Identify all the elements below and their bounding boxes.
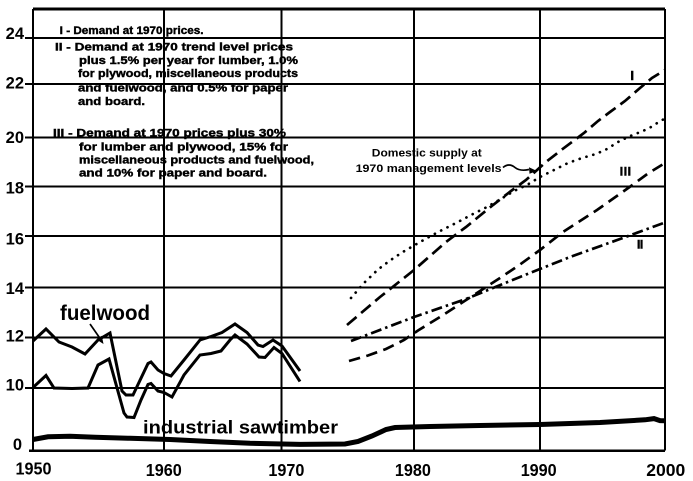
svg-text:and fuelwood, and 0.5% for pap: and fuelwood, and 0.5% for paper — [78, 82, 289, 94]
svg-text:plus 1.5% per year for lumber,: plus 1.5% per year for lumber, 1.0% — [79, 55, 298, 67]
svg-text:I: I — [630, 68, 634, 83]
svg-text:and 10% for paper and board.: and 10% for paper and board. — [79, 168, 267, 180]
svg-text:for lumber and plywood, 15% fo: for lumber and plywood, 15% for — [79, 142, 289, 154]
svg-text:1970: 1970 — [268, 460, 304, 480]
svg-text:II: II — [637, 238, 643, 252]
svg-text:fuelwood: fuelwood — [60, 302, 150, 325]
svg-text:22: 22 — [6, 74, 24, 92]
svg-text:1990: 1990 — [521, 460, 557, 480]
svg-text:0: 0 — [13, 436, 22, 454]
svg-text:20: 20 — [6, 129, 24, 147]
svg-text:1960: 1960 — [146, 460, 182, 480]
svg-text:18: 18 — [6, 180, 24, 198]
svg-text:24: 24 — [6, 25, 25, 43]
svg-text:industrial sawtimber: industrial sawtimber — [143, 417, 338, 438]
svg-text:Domestic supply at: Domestic supply at — [372, 148, 482, 160]
svg-text:miscellaneous products and fue: miscellaneous products and fuelwood, — [79, 155, 314, 167]
svg-text:1970 management levels: 1970 management levels — [356, 163, 502, 175]
svg-text:and board.: and board. — [78, 96, 145, 108]
svg-text:1980: 1980 — [395, 460, 431, 480]
svg-text:10: 10 — [6, 377, 24, 395]
svg-text:1950: 1950 — [16, 459, 52, 479]
svg-text:III: III — [620, 165, 632, 179]
svg-text:16: 16 — [6, 231, 24, 249]
svg-text:I - Demand at 1970 prices.: I - Demand at 1970 prices. — [60, 25, 204, 37]
svg-text:14: 14 — [6, 280, 25, 298]
svg-text:12: 12 — [6, 328, 24, 346]
svg-text:III - Demand at 1970 prices pl: III - Demand at 1970 prices plus 30% — [53, 128, 286, 140]
svg-text:for plywood, miscellaneous pro: for plywood, miscellaneous products — [78, 68, 298, 80]
svg-text:2000: 2000 — [646, 460, 685, 480]
svg-text:II - Demand at 1970 trend leve: II - Demand at 1970 trend level prices — [55, 42, 293, 54]
